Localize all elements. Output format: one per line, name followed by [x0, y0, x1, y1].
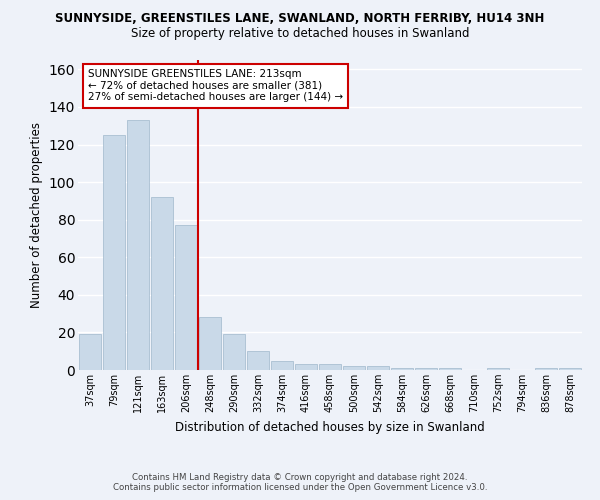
- Bar: [127, 120, 149, 370]
- Bar: [175, 226, 197, 370]
- Bar: [367, 366, 389, 370]
- Text: Contains HM Land Registry data © Crown copyright and database right 2024.
Contai: Contains HM Land Registry data © Crown c…: [113, 473, 487, 492]
- Bar: [559, 368, 581, 370]
- Bar: [79, 334, 101, 370]
- Bar: [319, 364, 341, 370]
- Bar: [247, 351, 269, 370]
- Bar: [223, 334, 245, 370]
- Bar: [199, 318, 221, 370]
- Bar: [535, 368, 557, 370]
- Bar: [415, 368, 437, 370]
- Bar: [343, 366, 365, 370]
- Bar: [295, 364, 317, 370]
- X-axis label: Distribution of detached houses by size in Swanland: Distribution of detached houses by size …: [175, 420, 485, 434]
- Bar: [439, 368, 461, 370]
- Bar: [103, 135, 125, 370]
- Text: SUNNYSIDE GREENSTILES LANE: 213sqm
← 72% of detached houses are smaller (381)
27: SUNNYSIDE GREENSTILES LANE: 213sqm ← 72%…: [88, 70, 343, 102]
- Bar: [271, 360, 293, 370]
- Y-axis label: Number of detached properties: Number of detached properties: [30, 122, 43, 308]
- Bar: [391, 368, 413, 370]
- Text: SUNNYSIDE, GREENSTILES LANE, SWANLAND, NORTH FERRIBY, HU14 3NH: SUNNYSIDE, GREENSTILES LANE, SWANLAND, N…: [55, 12, 545, 26]
- Text: Size of property relative to detached houses in Swanland: Size of property relative to detached ho…: [131, 28, 469, 40]
- Bar: [151, 197, 173, 370]
- Bar: [487, 368, 509, 370]
